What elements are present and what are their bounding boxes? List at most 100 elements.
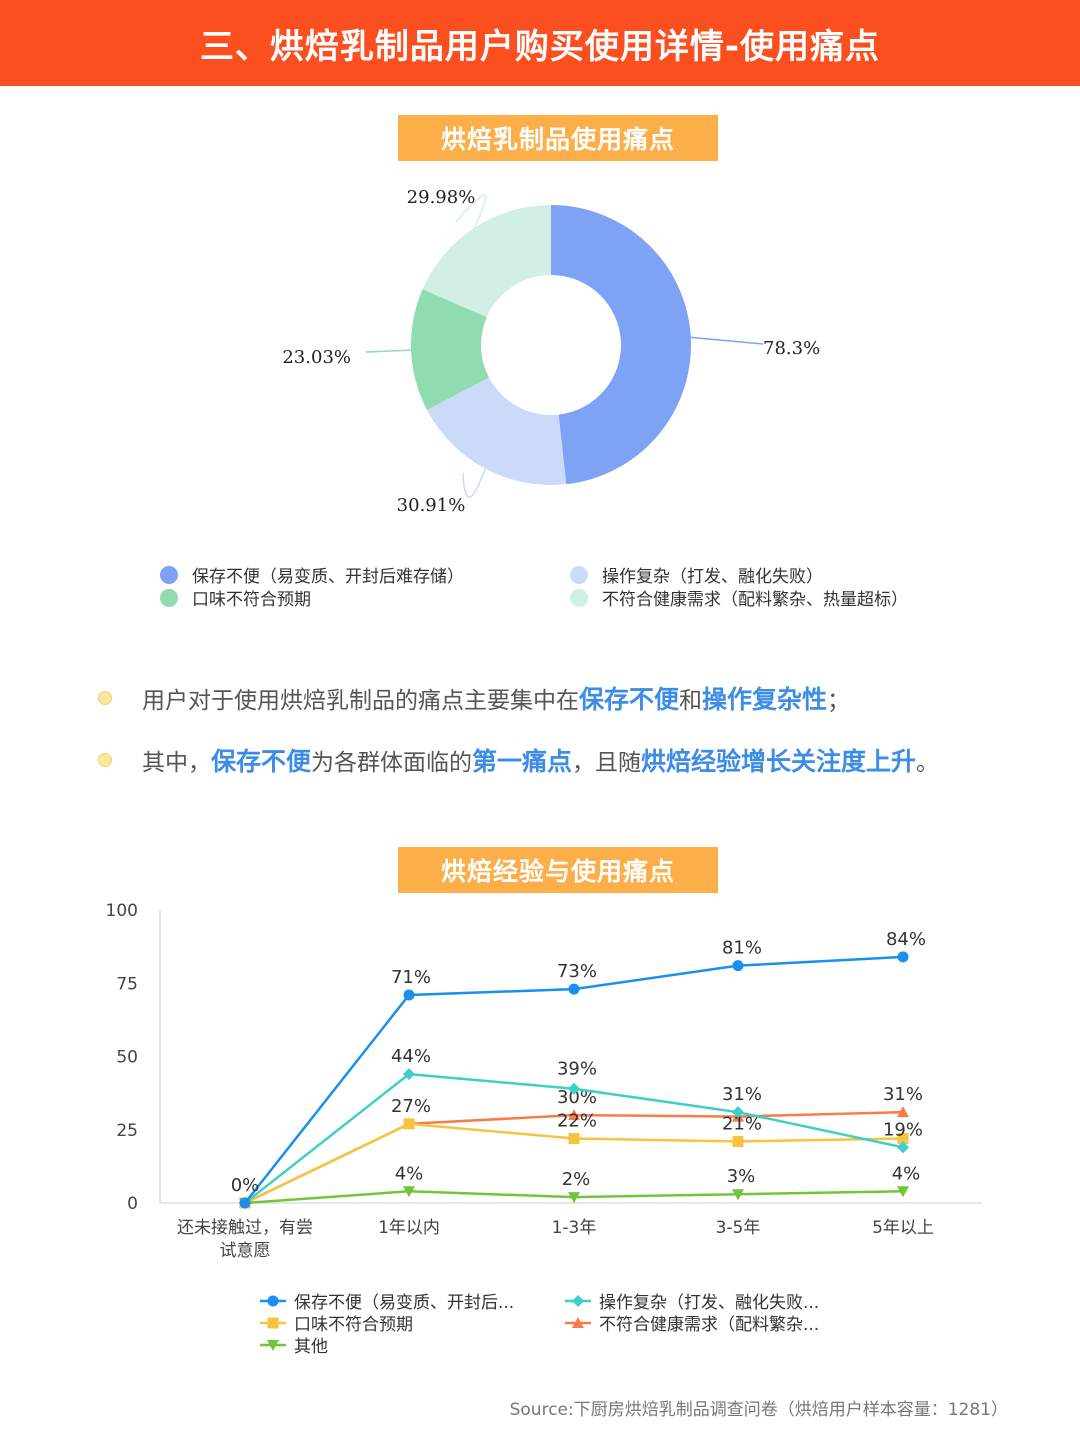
- data-point: [732, 960, 744, 972]
- legend-line-icon: [565, 1316, 591, 1328]
- data-label: 31%: [883, 1084, 923, 1105]
- finding-text: 其中，保存不便为各群体面临的第一痛点，且随烘焙经验增长关注度上升。: [142, 742, 939, 778]
- legend-line-icon: [260, 1295, 286, 1306]
- y-tick-label: 25: [116, 1121, 138, 1141]
- donut-slice: [551, 205, 691, 485]
- donut-slice: [422, 205, 551, 318]
- data-point: [732, 1106, 744, 1119]
- data-label: 2%: [562, 1169, 591, 1190]
- line-legend-item: 口味不符合预期: [260, 1310, 413, 1335]
- legend-dot-icon: [570, 588, 588, 607]
- data-label: 21%: [722, 1113, 762, 1134]
- data-point: [239, 1197, 251, 1209]
- data-point: [568, 1082, 580, 1095]
- donut-slice: [411, 289, 489, 410]
- legend-label: 其他: [294, 1337, 328, 1357]
- data-label: 19%: [883, 1119, 923, 1140]
- donut-data-label: 29.98%: [407, 187, 476, 208]
- x-tick-label: 3-5年: [716, 1218, 761, 1238]
- line-chart-title: 烘焙经验与使用痛点: [398, 847, 718, 893]
- x-tick-label: 1-3年: [552, 1218, 597, 1238]
- data-label: 84%: [886, 929, 926, 950]
- highlight-text: 保存不便: [211, 747, 312, 776]
- data-point: [267, 1339, 279, 1351]
- source-note: Source:下厨房烘焙乳制品调查问卷（烘焙用户样本容量：1281）: [509, 1400, 1008, 1420]
- data-label: 0%: [231, 1175, 260, 1196]
- data-point: [403, 989, 415, 1001]
- data-point: [403, 1186, 415, 1198]
- donut-legend-item: 口味不符合预期: [160, 585, 311, 610]
- donut-data-label: 23.03%: [282, 347, 351, 368]
- data-point: [897, 1141, 909, 1154]
- data-label: 81%: [722, 938, 762, 959]
- data-point: [403, 1068, 415, 1081]
- data-label: 44%: [391, 1046, 431, 1067]
- legend-dot-icon: [570, 565, 588, 584]
- data-label: 31%: [722, 1084, 762, 1105]
- data-point: [403, 1118, 415, 1130]
- line-legend-item: 保存不便（易变质、开封后...: [260, 1288, 514, 1313]
- legend-label: 保存不便（易变质、开封后...: [294, 1293, 515, 1313]
- y-tick-label: 50: [116, 1048, 138, 1068]
- finding-1: 用户对于使用烘焙乳制品的痛点主要集中在保存不便和操作复杂性；: [95, 680, 850, 716]
- data-point: [568, 983, 580, 995]
- highlight-text: 保存不便: [579, 685, 680, 714]
- highlight-text: 操作复杂性: [702, 685, 828, 714]
- donut-chart: 78.3% 30.91% 23.03% 29.98%: [282, 187, 820, 516]
- bullet-icon: [98, 691, 112, 705]
- donut-data-label: 30.91%: [397, 495, 466, 516]
- data-point: [572, 1316, 584, 1328]
- data-point: [267, 1317, 279, 1328]
- data-point: [732, 1189, 744, 1201]
- data-label: 22%: [557, 1111, 597, 1132]
- legend-dot-icon: [160, 565, 178, 584]
- data-label: 39%: [557, 1059, 597, 1080]
- plain-text: ，且随: [572, 750, 642, 776]
- data-label: 4%: [395, 1163, 424, 1184]
- donut-leader-line: [365, 349, 412, 353]
- donut-legend-item: 保存不便（易变质、开封后难存储）: [160, 562, 464, 587]
- data-point: [732, 1135, 744, 1147]
- donut-data-label: 78.3%: [763, 338, 820, 359]
- data-point: [568, 1109, 580, 1121]
- line-legend-item: 其他: [260, 1332, 328, 1357]
- line-chart: 0 25 50 75 100 还未接触过，有尝试意愿 1年以内 1-3年 3-5年 5年以上 30%…: [106, 901, 982, 1261]
- donut-leader-line: [462, 468, 486, 498]
- x-tick-label: 1年以内: [378, 1218, 440, 1238]
- legend-label: 操作复杂（打发、融化失败...: [599, 1293, 820, 1313]
- plain-text: 为各群体面临的: [311, 750, 473, 776]
- plain-text: 其中，: [142, 750, 211, 776]
- donut-leader-line: [690, 336, 764, 345]
- highlight-text: 第一痛点: [472, 747, 573, 776]
- legend-label: 保存不便（易变质、开封后难存储）: [192, 567, 464, 587]
- page-header: 三、烘焙乳制品用户购买使用详情-使用痛点: [0, 0, 1080, 86]
- legend-label: 不符合健康需求（配料繁杂、热量超标）: [602, 590, 908, 610]
- donut-legend-item: 操作复杂（打发、融化失败）: [570, 562, 823, 587]
- data-point: [897, 1186, 909, 1198]
- highlight-text: 烘焙经验增长关注度上升: [641, 747, 917, 776]
- legend-label: 操作复杂（打发、融化失败）: [602, 567, 823, 587]
- donut-slice: [426, 377, 567, 485]
- y-tick-label: 100: [106, 901, 138, 921]
- page-title: 三、烘焙乳制品用户购买使用详情-使用痛点: [199, 26, 881, 67]
- data-point: [267, 1295, 279, 1306]
- legend-label: 不符合健康需求（配料繁杂...: [599, 1315, 820, 1335]
- finding-2: 其中，保存不便为各群体面临的第一痛点，且随烘焙经验增长关注度上升。: [95, 742, 939, 778]
- donut-chart-title: 烘焙乳制品使用痛点: [398, 115, 718, 161]
- data-point: [568, 1133, 580, 1145]
- legend-line-icon: [260, 1339, 286, 1351]
- y-tick-label: 0: [127, 1194, 138, 1214]
- donut-legend-item: 不符合健康需求（配料繁杂、热量超标）: [570, 585, 908, 610]
- data-label: 3%: [727, 1166, 756, 1187]
- plain-text: 和: [679, 688, 703, 714]
- legend-line-icon: [565, 1294, 591, 1307]
- data-label: 4%: [892, 1163, 921, 1184]
- line-legend-item: 不符合健康需求（配料繁杂...: [565, 1310, 819, 1335]
- line-legend-item: 操作复杂（打发、融化失败...: [565, 1288, 819, 1313]
- data-label: 73%: [557, 961, 597, 982]
- data-label: 27%: [391, 1096, 431, 1117]
- data-point: [572, 1294, 584, 1307]
- data-label: 71%: [391, 967, 431, 988]
- donut-leader-line: [455, 194, 487, 229]
- legend-label: 口味不符合预期: [294, 1315, 413, 1335]
